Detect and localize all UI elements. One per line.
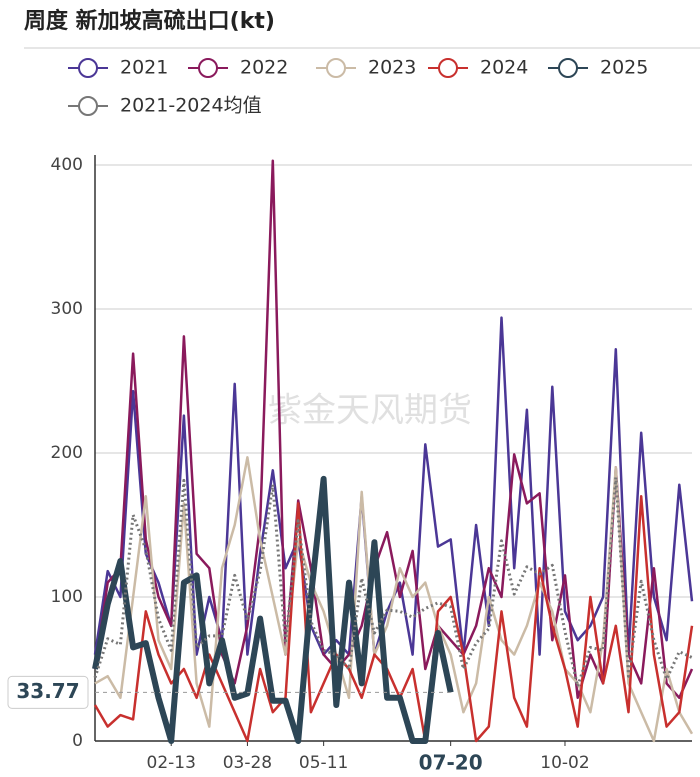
legend-item: 2025 — [548, 57, 648, 79]
legend-item: 2021 — [68, 57, 168, 79]
y-tick-label: 300 — [51, 299, 83, 319]
series-line — [92, 475, 454, 744]
legend-item: 2024 — [428, 57, 528, 79]
watermark: 紫金天风期货 — [268, 391, 472, 431]
series-line — [94, 456, 694, 743]
legend-item: 2021-2024均值 — [68, 95, 262, 117]
x-tick-label: 10-02 — [540, 753, 589, 773]
x-tick-label: 02-13 — [147, 753, 196, 773]
legend-label: 2021 — [120, 57, 168, 79]
y-tick-label: 200 — [51, 443, 83, 463]
legend-marker — [326, 58, 346, 78]
x-tick-label: 03-28 — [223, 753, 272, 773]
series-line — [93, 159, 694, 700]
y-tick-label: 100 — [51, 587, 83, 607]
series-line — [93, 494, 694, 743]
legend-item: 2022 — [188, 57, 288, 79]
legend-label: 2023 — [368, 57, 416, 79]
chart-title: 周度 新加坡高硫出口(kt) — [24, 8, 275, 34]
crosshair-y-box — [7, 675, 89, 709]
crosshair-x-label: 07-20 — [419, 751, 483, 775]
legend-marker — [438, 58, 458, 78]
y-tick-label: 0 — [72, 731, 83, 751]
legend-marker — [78, 58, 98, 78]
crosshair-x-box — [410, 747, 491, 777]
legend-label: 2024 — [480, 57, 528, 79]
y-tick-label: 400 — [51, 155, 83, 175]
legend-label: 2025 — [600, 57, 648, 79]
legend-marker — [78, 96, 98, 116]
series-line — [93, 476, 693, 688]
x-tick-label: 05-11 — [299, 753, 348, 773]
legend-label: 2022 — [240, 57, 288, 79]
legend-marker — [198, 58, 218, 78]
legend-label: 2021-2024均值 — [120, 95, 262, 117]
legend-item: 2023 — [316, 57, 416, 79]
crosshair-y-label: 33.77 — [16, 679, 79, 703]
legend-marker — [558, 58, 578, 78]
